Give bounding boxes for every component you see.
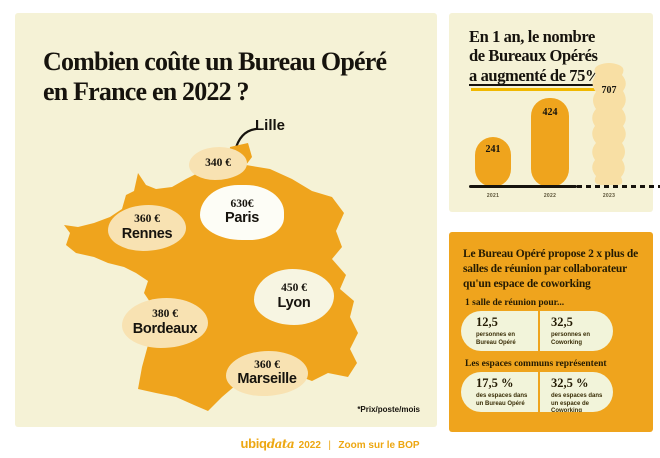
meeting-room-stat-pill: 12,5 personnes en Bureau Opéré 32,5 pers…	[461, 311, 613, 351]
map-panel: Combien coûte un Bureau Opéré en France e…	[15, 13, 437, 427]
chart-baseline-solid	[469, 185, 577, 188]
footer-tagline: Zoom sur le BOP	[338, 440, 420, 451]
growth-title-line3-underlined: a augmenté de 75%	[469, 65, 608, 93]
price-bubble-lyon: 450 € Lyon	[254, 269, 334, 325]
stat-spaces-bureau-opere: 17,5 % des espaces dans un Bureau Opéré	[461, 372, 538, 412]
price-bubble-bordeaux: 380 € Bordeaux	[122, 298, 208, 348]
axis-label-2021: 2021	[486, 193, 500, 199]
stat-coworking-value: 32,5	[551, 315, 573, 329]
stat-spaces-coworking: 32,5 % des espaces dans un espace de Cow…	[538, 372, 613, 412]
paris-price: 630€	[230, 197, 254, 210]
growth-panel: En 1 an, le nombre de Bureaux Opérés a aug…	[449, 13, 660, 212]
axis-label-2022: 2022	[543, 193, 557, 199]
bar-2021-value: 241	[485, 144, 501, 155]
growth-title-line2: de Bureaux Opérés	[469, 46, 598, 66]
bordeaux-price: 380 €	[152, 308, 178, 321]
stat-coworking: 32,5 personnes en Coworking	[538, 311, 613, 351]
meeting-panel-title: Le Bureau Opéré propose 2 x plus de sall…	[463, 248, 638, 290]
stat-bureau-opere: 12,5 personnes en Bureau Opéré	[461, 311, 538, 351]
growth-title: En 1 an, le nombre de Bureaux Opérés a aug…	[469, 27, 608, 93]
rennes-city-label: Rennes	[121, 225, 173, 242]
footer-separator: |	[328, 440, 331, 451]
paris-city-label: Paris	[225, 210, 259, 227]
price-bubble-lille: 340 €	[189, 147, 247, 180]
marseille-price: 360 €	[254, 358, 280, 371]
page-title-line2: en France en 2022 ?	[43, 76, 250, 106]
bordeaux-city-label: Bordeaux	[132, 320, 198, 337]
lyon-price: 450 €	[281, 282, 307, 295]
stat-spaces-bureau-opere-value: 17,5 %	[476, 376, 514, 390]
common-spaces-section-label: Les espaces communs représentent	[465, 359, 607, 369]
price-footnote: *Prix/poste/mois	[357, 405, 420, 414]
stat-spaces-bureau-opere-caption: des espaces dans un Bureau Opéré	[476, 392, 528, 407]
stat-coworking-caption: personnes en Coworking	[551, 331, 591, 346]
stat-spaces-coworking-caption: des espaces dans un espace de Coworking	[551, 392, 603, 412]
stat-bureau-opere-value: 12,5	[476, 315, 498, 329]
page-title-line1: Combien coûte un Bureau Opéré	[43, 47, 387, 76]
bar-2023-value: 707	[601, 85, 617, 96]
bar-2022: 424	[531, 98, 569, 187]
page-title: Combien coûte un Bureau Opéré en France e…	[43, 47, 431, 106]
meeting-panel: Le Bureau Opéré propose 2 x plus de sall…	[449, 232, 653, 432]
common-spaces-stat-pill: 17,5 % des espaces dans un Bureau Opéré …	[461, 372, 613, 412]
meeting-room-section-label: 1 salle de réunion pour...	[465, 298, 565, 308]
rennes-price: 360 €	[134, 213, 160, 226]
lyon-city-label: Lyon	[277, 294, 311, 311]
bar-2022-value: 424	[542, 107, 558, 118]
bar-2023-projection: 707	[589, 61, 629, 187]
footer-year: 2022	[298, 440, 321, 451]
price-bubble-paris: 630€ Paris	[200, 185, 284, 240]
marseille-city-label: Marseille	[237, 371, 297, 388]
lille-city-label: Lille	[255, 117, 286, 134]
axis-label-2023: 2023	[602, 193, 616, 199]
brand-logo-script: data	[266, 437, 295, 451]
growth-title-line1: En 1 an, le nombre	[469, 27, 595, 46]
price-bubble-marseille: 360 € Marseille	[226, 351, 308, 396]
stat-spaces-coworking-value: 32,5 %	[551, 376, 589, 390]
lille-price: 340 €	[205, 157, 231, 170]
footer: ubiqdata 2022 | Zoom sur le BOP	[0, 435, 660, 453]
stat-bureau-opere-caption: personnes en Bureau Opéré	[476, 331, 516, 346]
price-bubble-rennes: 360 € Rennes	[108, 205, 186, 251]
brand-logo: ubiq	[240, 436, 267, 451]
chart-baseline-dashed	[577, 185, 660, 188]
bar-2021: 241	[475, 137, 511, 187]
wavy-projection-bar	[592, 63, 626, 185]
